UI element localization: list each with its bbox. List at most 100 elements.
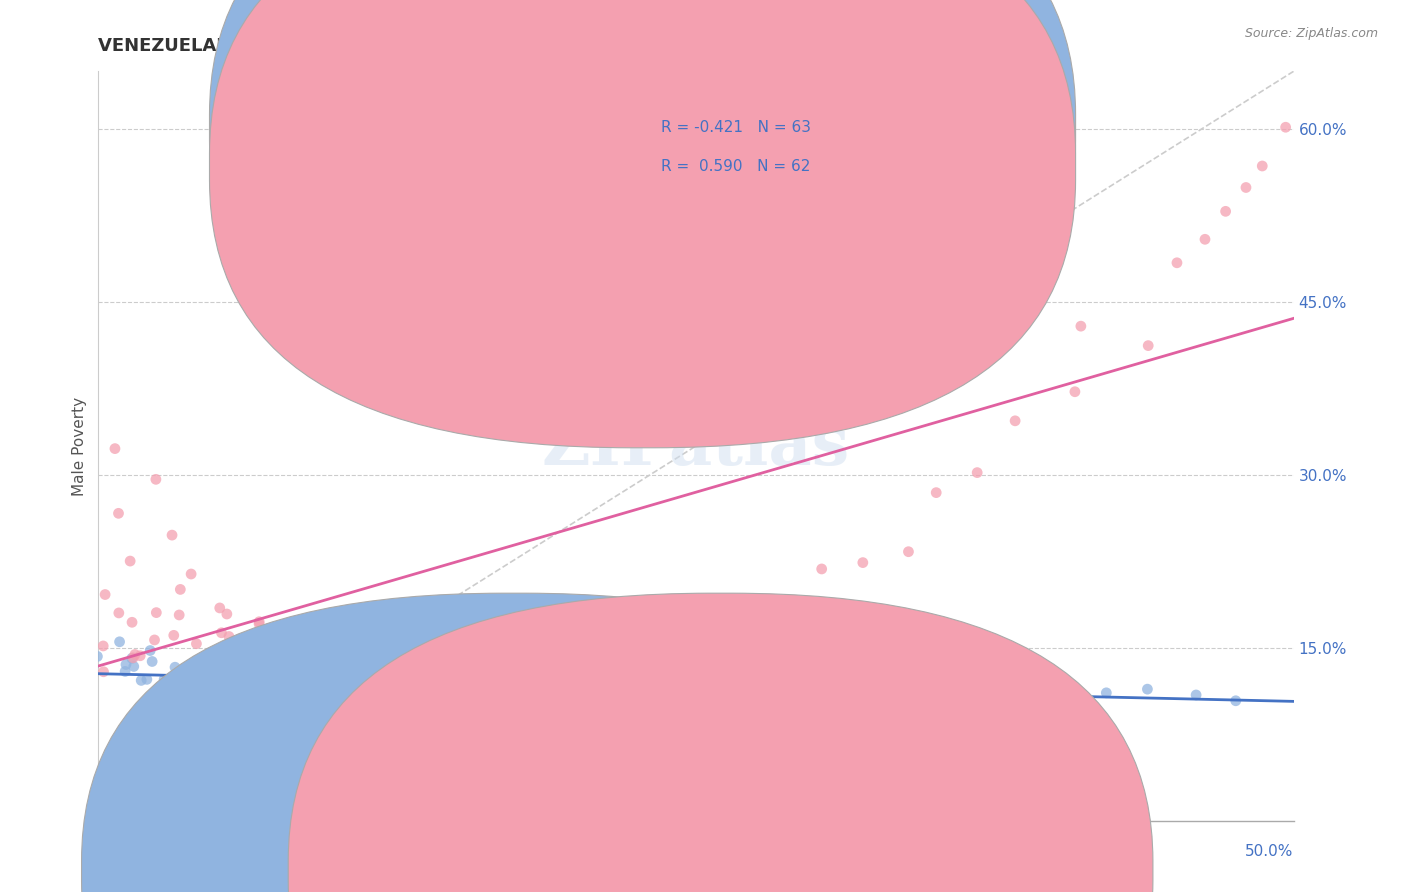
Point <box>352 648 374 663</box>
Point <box>572 592 595 607</box>
Point <box>905 690 928 704</box>
Point <box>1064 384 1087 399</box>
Point <box>145 606 167 620</box>
Point <box>253 683 276 698</box>
Point <box>108 606 131 620</box>
Text: 0.0%: 0.0% <box>98 845 138 859</box>
Point <box>121 615 143 630</box>
Point <box>247 616 270 631</box>
Point <box>979 683 1001 698</box>
Point <box>851 690 873 705</box>
Point <box>413 647 436 661</box>
Point <box>208 601 231 615</box>
Point <box>218 630 240 644</box>
Point <box>321 620 343 634</box>
Point <box>107 506 129 520</box>
Point <box>1136 682 1159 697</box>
Point <box>939 693 962 707</box>
Point <box>546 641 568 656</box>
Text: R =  0.590   N = 62: R = 0.590 N = 62 <box>661 160 810 174</box>
Point <box>650 679 672 693</box>
Point <box>374 679 396 693</box>
Text: Immigrants from Thailand: Immigrants from Thailand <box>738 863 936 877</box>
Point <box>852 556 875 570</box>
Point <box>191 681 214 695</box>
Point <box>481 674 503 689</box>
Point <box>755 597 778 611</box>
Point <box>174 672 197 686</box>
Point <box>1194 232 1216 246</box>
Point <box>236 668 259 682</box>
Point <box>141 655 163 669</box>
Point <box>114 665 136 679</box>
Point <box>214 681 236 695</box>
Point <box>211 663 233 677</box>
Point <box>124 648 146 662</box>
Point <box>121 651 143 665</box>
Point <box>1225 694 1247 708</box>
Point <box>425 673 447 688</box>
Point <box>215 607 238 621</box>
Point <box>1274 120 1296 135</box>
Text: ZIPatlas: ZIPatlas <box>541 414 851 478</box>
Point <box>315 674 337 689</box>
Point <box>198 688 221 702</box>
Point <box>302 677 325 691</box>
Point <box>122 659 145 673</box>
Point <box>1166 256 1188 270</box>
Point <box>94 588 117 602</box>
Point <box>86 649 108 664</box>
Point <box>186 637 208 651</box>
Text: VENEZUELAN VS IMMIGRANTS FROM THAILAND MALE POVERTY CORRELATION CHART: VENEZUELAN VS IMMIGRANTS FROM THAILAND M… <box>98 37 959 54</box>
Point <box>463 607 485 621</box>
Point <box>373 616 395 631</box>
Point <box>1004 414 1026 428</box>
Point <box>703 620 725 634</box>
Point <box>922 684 945 698</box>
Point <box>713 686 735 700</box>
Point <box>264 671 287 685</box>
Point <box>602 680 624 694</box>
Point <box>163 628 186 642</box>
Point <box>115 657 138 672</box>
Point <box>276 671 298 685</box>
Point <box>449 674 471 689</box>
Point <box>153 673 176 687</box>
Point <box>789 673 811 687</box>
Point <box>879 691 901 706</box>
Point <box>122 651 145 665</box>
Text: Source: ZipAtlas.com: Source: ZipAtlas.com <box>1244 27 1378 40</box>
Point <box>160 528 183 542</box>
Point <box>145 472 167 486</box>
Point <box>93 665 115 679</box>
Text: Venezuelans: Venezuelans <box>541 863 637 877</box>
Point <box>810 562 832 576</box>
Point <box>1137 338 1160 352</box>
Point <box>256 622 278 636</box>
Point <box>676 672 699 686</box>
Point <box>173 689 195 703</box>
Text: R = -0.421   N = 63: R = -0.421 N = 63 <box>661 120 811 135</box>
Point <box>104 442 127 456</box>
Point <box>193 660 215 674</box>
Point <box>108 634 131 648</box>
Point <box>797 681 820 696</box>
Point <box>966 466 988 480</box>
Point <box>1185 688 1208 702</box>
Point <box>486 624 509 639</box>
Point <box>129 648 152 663</box>
Point <box>180 567 202 582</box>
Point <box>526 672 548 686</box>
Point <box>211 625 233 640</box>
Point <box>652 673 675 688</box>
Text: 50.0%: 50.0% <box>1246 845 1294 859</box>
Point <box>284 683 307 698</box>
Point <box>472 668 495 682</box>
Point <box>180 666 202 681</box>
Point <box>120 554 142 568</box>
Point <box>139 643 162 657</box>
Point <box>827 686 849 700</box>
Point <box>395 623 418 637</box>
Point <box>247 615 270 629</box>
Point <box>308 624 330 639</box>
